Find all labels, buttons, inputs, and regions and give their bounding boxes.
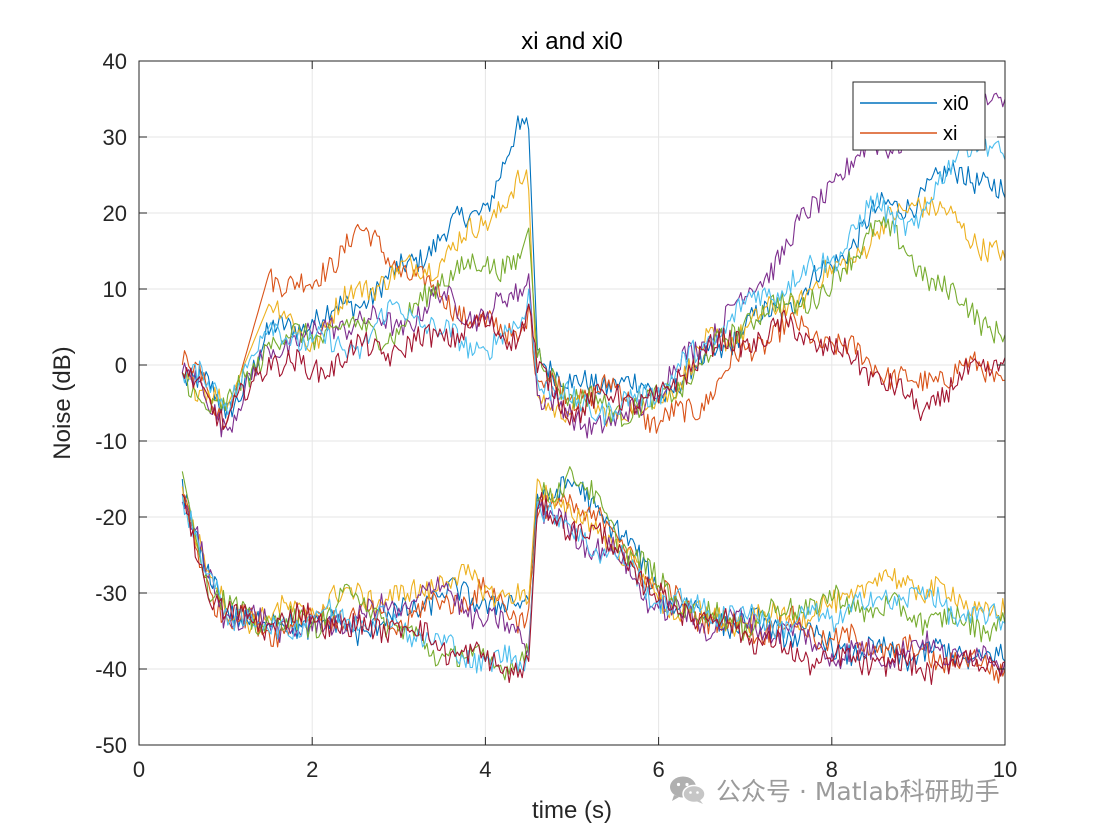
series-line-lower-6 — [181, 494, 1006, 674]
x-tick-label: 4 — [479, 757, 491, 782]
y-tick-label: 20 — [103, 201, 127, 226]
y-tick-label: 30 — [103, 125, 127, 150]
x-tick-label: 0 — [133, 757, 145, 782]
series-line-upper-2 — [181, 223, 1006, 434]
series-line-lower-5 — [181, 466, 1006, 681]
x-axis-label: time (s) — [532, 797, 612, 824]
y-tick-label: -10 — [95, 429, 127, 454]
series-line-lower-4 — [181, 501, 1006, 677]
legend-label-xi0: xi0 — [943, 93, 969, 115]
x-tick-label: 8 — [826, 757, 838, 782]
wechat-icon — [670, 776, 706, 804]
series-layer — [181, 92, 1006, 685]
series-line-lower-7 — [181, 491, 1006, 685]
series-line-upper-6 — [181, 131, 1006, 426]
y-tick-label: -30 — [95, 581, 127, 606]
y-tick-label: -50 — [95, 733, 127, 758]
x-tick-label: 6 — [652, 757, 664, 782]
y-tick-label: -40 — [95, 657, 127, 682]
x-tick-label: 2 — [306, 757, 318, 782]
watermark: 公众号 · Matlab科研助手 — [668, 770, 1000, 810]
series-line-upper-7 — [181, 303, 1006, 430]
y-axis-label: Noise (dB) — [49, 346, 76, 459]
legend: xi0 xi — [852, 81, 986, 151]
watermark-text: 公众号 · Matlab科研助手 — [716, 777, 1000, 806]
axes-box — [138, 60, 1006, 746]
y-tick-label: -20 — [95, 505, 127, 530]
y-tick-label: 40 — [103, 49, 127, 74]
y-tick-label: 10 — [103, 277, 127, 302]
ticks: 0 2 4 6 8 10 -50 -40 -30 -20 -10 0 10 20 30 40 — [95, 49, 1017, 782]
legend-box — [852, 81, 986, 151]
x-tick-label: 10 — [993, 757, 1017, 782]
y-tick-label: 0 — [115, 353, 127, 378]
chart-title: xi and xi0 — [521, 28, 622, 55]
legend-label-xi: xi — [943, 123, 957, 145]
